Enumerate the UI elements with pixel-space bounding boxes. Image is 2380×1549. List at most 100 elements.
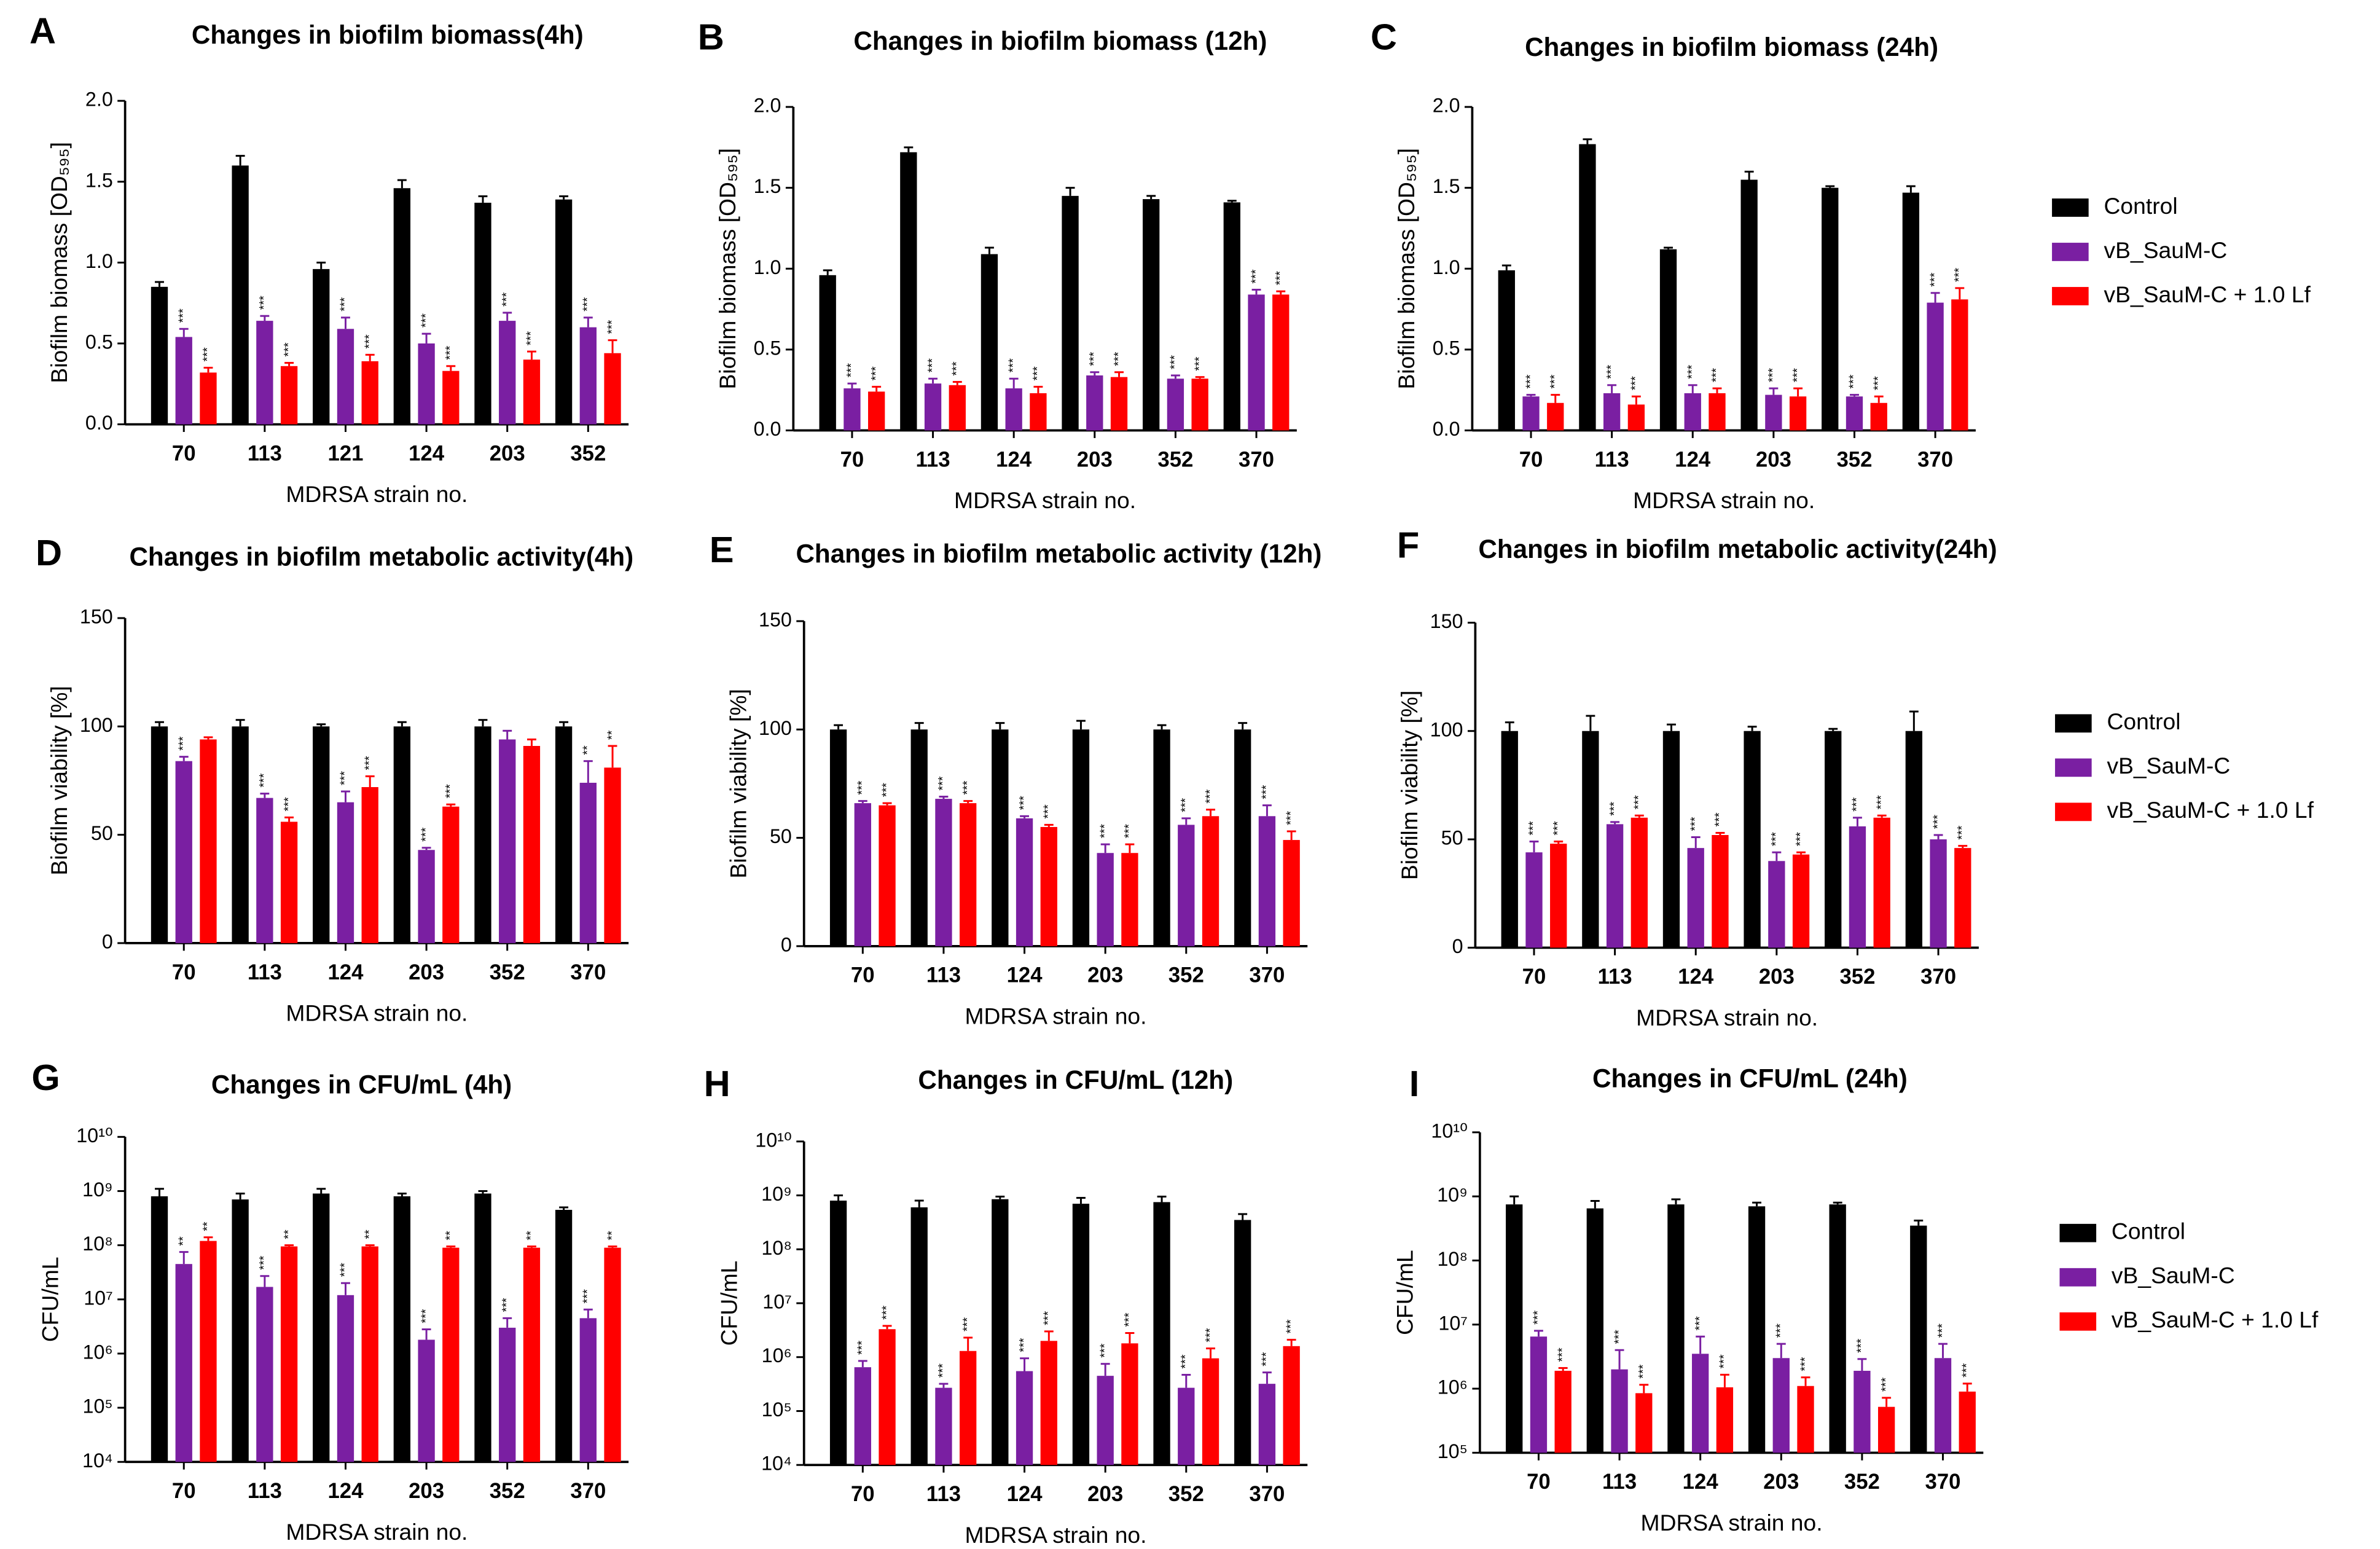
x-tick-label: 70 [1527,1470,1551,1494]
bar [1684,393,1701,431]
bar [1223,202,1240,431]
significance-label: *** [961,780,974,794]
bar [579,327,597,425]
bar [1797,1386,1814,1453]
legend-swatch [2059,1268,2097,1287]
significance-label: *** [1791,368,1804,382]
significance-label: *** [1605,364,1618,378]
y-tick-label: 50 [91,822,113,844]
bar [1789,396,1807,431]
bar [604,1247,621,1462]
significance-label: *** [1847,374,1861,388]
significance-label: *** [1955,825,1969,839]
bar [1822,187,1839,431]
significance-label: *** [1928,272,1941,286]
x-tick-label: 113 [1595,448,1629,471]
chart-panel: C Changes in biofilm biomass (24h) 0.0 0.5 1… [1371,17,2311,514]
significance-label: *** [1952,267,1966,281]
significance-label: ** [201,1222,214,1231]
significance-label: *** [525,331,538,345]
bar [1582,731,1599,948]
x-axis-label: MDRSA strain no. [286,1519,468,1545]
significance-label: *** [444,345,457,359]
significance-label: *** [605,320,619,334]
bar [604,767,621,943]
x-axis-label: MDRSA strain no. [1641,1510,1823,1535]
bar [313,269,330,425]
bar [1016,818,1033,946]
significance-label: *** [961,1317,974,1331]
chart-title: Changes in biofilm biomass(4h) [192,20,584,49]
bar [1040,1341,1057,1465]
bar [555,726,573,943]
chart-panel: F Changes in biofilm metabolic activity(2… [1396,524,2314,1030]
y-tick-label: 10¹⁰ [1431,1120,1468,1142]
bar [337,802,354,943]
bar [1611,1369,1628,1453]
significance-label: *** [257,773,271,787]
bar [604,353,621,425]
bar [992,1199,1009,1465]
x-tick-label: 113 [926,964,961,987]
bar [1902,192,1920,431]
x-axis-label: MDRSA strain no. [965,1003,1146,1029]
bar [418,850,435,943]
bar [151,726,168,943]
x-tick-label: 124 [327,1480,364,1503]
x-tick-label: 70 [172,442,196,465]
y-tick-label: 10⁷ [1438,1312,1468,1334]
significance-label: *** [1850,797,1864,811]
x-tick-label: 121 [327,442,363,465]
bar [442,806,460,943]
bar [1768,861,1785,948]
bar [1877,1406,1895,1453]
y-tick-label: 10⁸ [1437,1248,1468,1270]
x-tick-label: 70 [172,961,196,984]
significance-label: *** [869,366,883,380]
bar [337,329,354,425]
significance-label: *** [1713,812,1726,826]
bar [960,1351,977,1465]
significance-label: *** [1527,821,1540,835]
bar [200,1241,217,1462]
significance-label: *** [1693,1316,1707,1330]
y-tick-label: 10⁸ [761,1237,792,1259]
x-tick-label: 70 [840,448,864,471]
y-axis-label: CFU/mL [37,1257,63,1342]
bar [1579,144,1596,431]
bar [1934,1358,1952,1453]
bar [1547,402,1564,431]
significance-label: *** [362,756,376,770]
significance-label: *** [1249,269,1262,283]
bar [555,1210,573,1462]
bar [313,726,330,943]
bar [1097,1376,1114,1465]
legend-label: vB_SauM-C + 1.0 Lf [2112,1307,2319,1333]
bar [1086,375,1103,431]
bar [232,165,249,425]
significance-label: *** [339,297,352,311]
bar [1072,1204,1090,1465]
bar [442,371,460,425]
significance-label: *** [1168,355,1182,369]
bar [523,746,541,943]
significance-label: *** [1629,376,1643,390]
x-tick-label: 203 [1087,1483,1123,1506]
bar [256,798,273,943]
bar [1716,1387,1734,1453]
significance-label: *** [1260,1352,1274,1366]
x-tick-label: 370 [1925,1470,1961,1494]
bar [1792,854,1810,948]
x-tick-label: 70 [172,1480,196,1503]
x-tick-label: 113 [1602,1470,1637,1494]
bar [1740,179,1758,431]
legend-label: Control [2112,1218,2185,1244]
bar [151,1196,168,1462]
significance-label: *** [1688,817,1702,831]
chart-title: Changes in CFU/mL (24h) [1592,1064,1908,1093]
panel-letter: C [1371,17,1397,58]
x-tick-label: 352 [1157,448,1193,471]
y-tick-label: 1.5 [1433,175,1460,197]
bar [1951,299,1968,431]
y-tick-label: 10⁹ [761,1183,792,1205]
